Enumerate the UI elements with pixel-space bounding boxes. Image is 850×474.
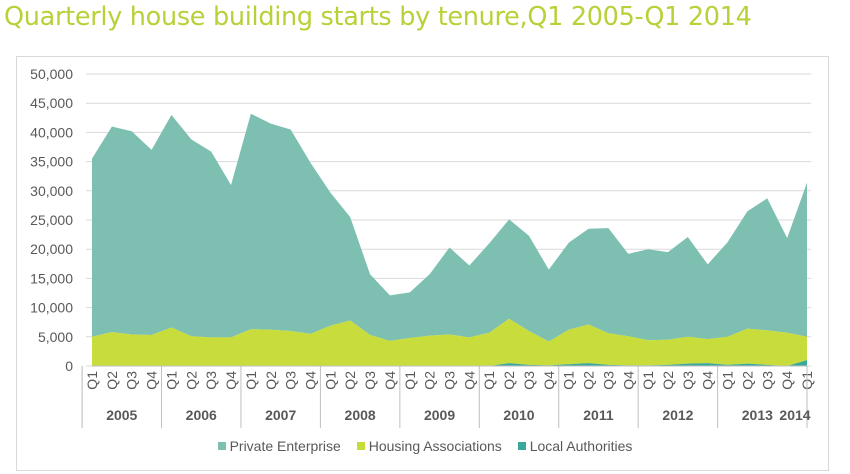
legend-item-housing-associations: Housing Associations bbox=[356, 438, 502, 454]
x-tick-label: Q3 bbox=[362, 371, 378, 390]
y-tick-label: 0 bbox=[65, 358, 73, 374]
y-tick-label: 30,000 bbox=[30, 183, 73, 199]
x-tick-label: Q4 bbox=[700, 371, 716, 390]
legend-swatch-local-authorities bbox=[517, 442, 526, 451]
legend-label-housing-associations: Housing Associations bbox=[368, 438, 502, 454]
x-tick-label: Q3 bbox=[600, 371, 616, 390]
legend: Private Enterprise Housing Associations … bbox=[0, 438, 850, 454]
x-tick-label: Q4 bbox=[620, 371, 636, 390]
x-tick-label: Q4 bbox=[144, 371, 160, 390]
area-housing-associations bbox=[92, 318, 807, 366]
x-tick-label: Q2 bbox=[581, 371, 597, 390]
legend-label-private-enterprise: Private Enterprise bbox=[229, 438, 341, 454]
x-tick-label: Q4 bbox=[382, 371, 398, 390]
y-tick-label: 40,000 bbox=[30, 124, 73, 140]
year-label: 2013 bbox=[742, 407, 773, 423]
x-tick-label: Q2 bbox=[501, 371, 517, 390]
y-tick-label: 25,000 bbox=[30, 212, 73, 228]
year-label: 2012 bbox=[662, 407, 693, 423]
area-private-enterprise bbox=[92, 113, 807, 342]
x-tick-label: Q1 bbox=[720, 371, 736, 390]
legend-swatch-private-enterprise bbox=[217, 442, 226, 451]
x-tick-label: Q1 bbox=[243, 371, 259, 390]
x-tick-label: Q3 bbox=[759, 371, 775, 390]
x-tick-label: Q4 bbox=[461, 371, 477, 390]
x-tick-label: Q4 bbox=[223, 371, 239, 390]
x-tick-label: Q2 bbox=[660, 371, 676, 390]
x-tick-label: Q3 bbox=[521, 371, 537, 390]
year-label: 2006 bbox=[186, 407, 217, 423]
area-local-authorities bbox=[92, 360, 807, 366]
year-label: 2009 bbox=[424, 407, 455, 423]
year-label: 2010 bbox=[503, 407, 534, 423]
year-label: 2008 bbox=[345, 407, 376, 423]
x-tick-label: Q2 bbox=[342, 371, 358, 390]
x-tick-label: Q4 bbox=[779, 371, 795, 390]
y-tick-label: 10,000 bbox=[30, 300, 73, 316]
x-tick-label: Q3 bbox=[283, 371, 299, 390]
chart-title: Quarterly house building starts by tenur… bbox=[4, 2, 752, 32]
x-tick-label: Q2 bbox=[263, 371, 279, 390]
year-label: 2007 bbox=[265, 407, 296, 423]
x-tick-label: Q1 bbox=[84, 371, 100, 390]
x-tick-label: Q2 bbox=[422, 371, 438, 390]
y-tick-label: 5,000 bbox=[38, 329, 73, 345]
x-tick-label: Q2 bbox=[739, 371, 755, 390]
y-tick-label: 20,000 bbox=[30, 241, 73, 257]
x-tick-label: Q3 bbox=[442, 371, 458, 390]
x-tick-label: Q1 bbox=[402, 371, 418, 390]
year-label: 2014 bbox=[779, 407, 810, 423]
legend-label-local-authorities: Local Authorities bbox=[529, 438, 633, 454]
x-tick-label: Q3 bbox=[203, 371, 219, 390]
x-tick-label: Q1 bbox=[163, 371, 179, 390]
year-label: 2011 bbox=[583, 407, 614, 423]
legend-item-private-enterprise: Private Enterprise bbox=[217, 438, 341, 454]
x-tick-label: Q2 bbox=[104, 371, 120, 390]
x-tick-label: Q4 bbox=[541, 371, 557, 390]
x-tick-label: Q1 bbox=[561, 371, 577, 390]
y-tick-label: 50,000 bbox=[30, 66, 73, 82]
x-tick-label: Q3 bbox=[124, 371, 140, 390]
legend-swatch-housing-associations bbox=[356, 442, 365, 451]
x-tick-label: Q1 bbox=[322, 371, 338, 390]
x-tick-label: Q4 bbox=[302, 371, 318, 390]
x-tick-label: Q1 bbox=[640, 371, 656, 390]
x-tick-label: Q2 bbox=[183, 371, 199, 390]
legend-item-local-authorities: Local Authorities bbox=[517, 438, 633, 454]
y-tick-label: 15,000 bbox=[30, 270, 73, 286]
y-tick-label: 45,000 bbox=[30, 95, 73, 111]
x-tick-label: Q1 bbox=[481, 371, 497, 390]
year-label: 2005 bbox=[106, 407, 137, 423]
y-tick-label: 35,000 bbox=[30, 154, 73, 170]
x-tick-label: Q3 bbox=[680, 371, 696, 390]
